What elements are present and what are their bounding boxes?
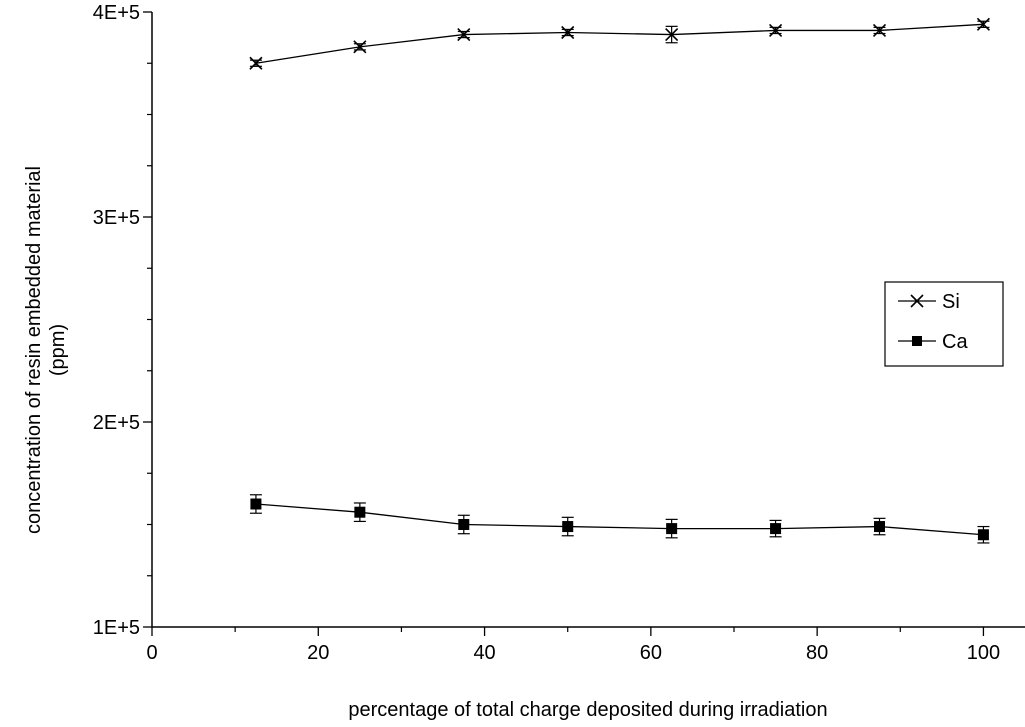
series-layer [249,17,990,544]
legend-ca-marker-icon [912,336,922,346]
y-tick-label: 3E+5 [93,207,140,229]
y-axis-label-line-1: concentration of resin embedded material [23,166,45,534]
data-point-ca [250,498,262,510]
data-point-si [665,27,679,42]
data-point-ca [458,519,470,530]
data-point-ca [354,506,366,518]
legend-si-marker-icon [910,294,924,308]
series-line-ca [255,503,984,536]
y-tick-label: 1E+5 [93,617,140,639]
y-tick-label: 4E+5 [93,2,140,24]
x-tick-label: 20 [307,642,329,664]
legend-entry-si: Si [898,291,960,313]
x-axis-label: percentage of total charge deposited dur… [348,699,827,721]
x-tick-label: 80 [806,642,828,664]
x-tick-label: 100 [967,642,1000,664]
legend-ca-label: Ca [942,331,968,353]
data-point-si [249,56,263,70]
series-line-si [255,23,984,64]
data-point-si [561,25,575,40]
legend-si-label: Si [942,291,960,313]
data-point-ca [562,521,574,533]
legend-entry-ca: Ca [898,331,968,353]
y-tick-label: 2E+5 [93,412,140,434]
legend-box [884,281,1004,367]
legend: Si Ca [884,281,1004,367]
data-point-si [872,23,887,38]
y-axis-label: concentration of resin embedded material… [23,166,69,534]
x-tick-label: 0 [146,642,157,664]
data-point-si [976,17,990,31]
data-point-ca [770,523,782,535]
x-tick-label: 60 [640,642,662,664]
y-axis-label-line-2: (ppm) [47,324,69,376]
data-point-ca [874,521,885,533]
x-tick-label: 40 [473,642,495,664]
data-point-ca [666,523,678,535]
data-point-si [769,23,783,38]
data-point-ca [977,529,989,541]
x-axis-ticks: 0 20 40 60 80 100 [146,627,1000,664]
y-axis-ticks: 1E+5 2E+5 3E+5 4E+5 [93,2,152,639]
data-point-si [457,27,471,42]
data-point-si [353,40,367,54]
